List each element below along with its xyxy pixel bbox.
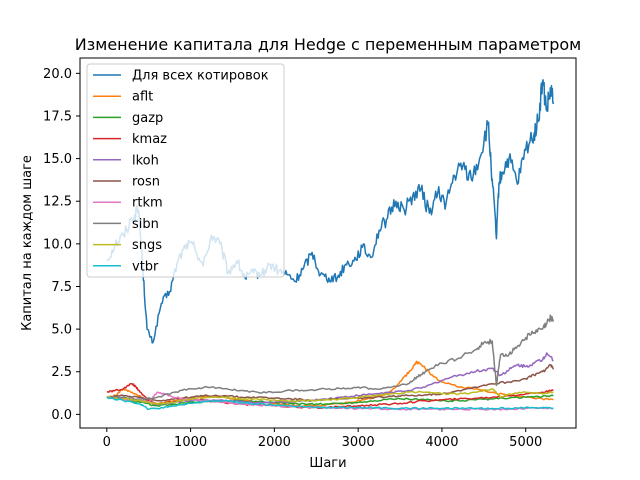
legend-label: Для всех котировок [132,69,269,84]
plot-frame [79,57,577,429]
y-tick-label: 10.0 [43,237,72,252]
x-tick-label: 5000 [509,435,542,450]
y-tick-label: 15.0 [43,152,72,167]
series-line-7 [106,314,554,401]
legend-label: rtkm [132,196,163,211]
x-tick-label: 2000 [258,435,291,450]
x-tick-label: 0 [103,435,111,450]
x-tick-label: 4000 [425,435,458,450]
legend-label: kmaz [132,132,167,147]
y-tick-label: 0.0 [51,408,72,423]
series-line-8 [106,388,554,405]
chart-title: Изменение капитала для Hedge с переменны… [75,35,581,54]
x-axis: 0 1000 2000 3000 4000 5000 [103,428,542,450]
series-line-2 [106,394,554,407]
legend-label: sngs [132,238,162,253]
legend: Для всех котировок aflt gazp kmaz lkoh rosn rt… [86,63,285,278]
legend-label: gazp [132,111,163,126]
series-line-9 [106,396,554,411]
y-tick-label: 12.5 [43,195,72,210]
legend-label: vtbr [132,259,159,274]
legend-label: sibn [132,217,159,232]
legend-box [86,63,285,278]
legend-label: aflt [132,90,153,105]
y-tick-label: 5.0 [51,323,72,338]
x-tick-label: 1000 [174,435,207,450]
legend-label: rosn [132,175,160,190]
y-axis: 0.0 2.5 5.0 7.5 10.0 12.5 15.0 17.5 20.0 [43,67,80,423]
y-tick-label: 17.5 [43,109,72,124]
y-tick-label: 2.5 [51,365,72,380]
legend-label: lkoh [132,153,159,168]
y-axis-label: Капитал на каждом шаге [20,155,35,331]
x-tick-label: 3000 [342,435,375,450]
x-axis-label: Шаги [309,456,346,471]
y-tick-label: 20.0 [43,67,72,82]
y-tick-label: 7.5 [51,280,72,295]
